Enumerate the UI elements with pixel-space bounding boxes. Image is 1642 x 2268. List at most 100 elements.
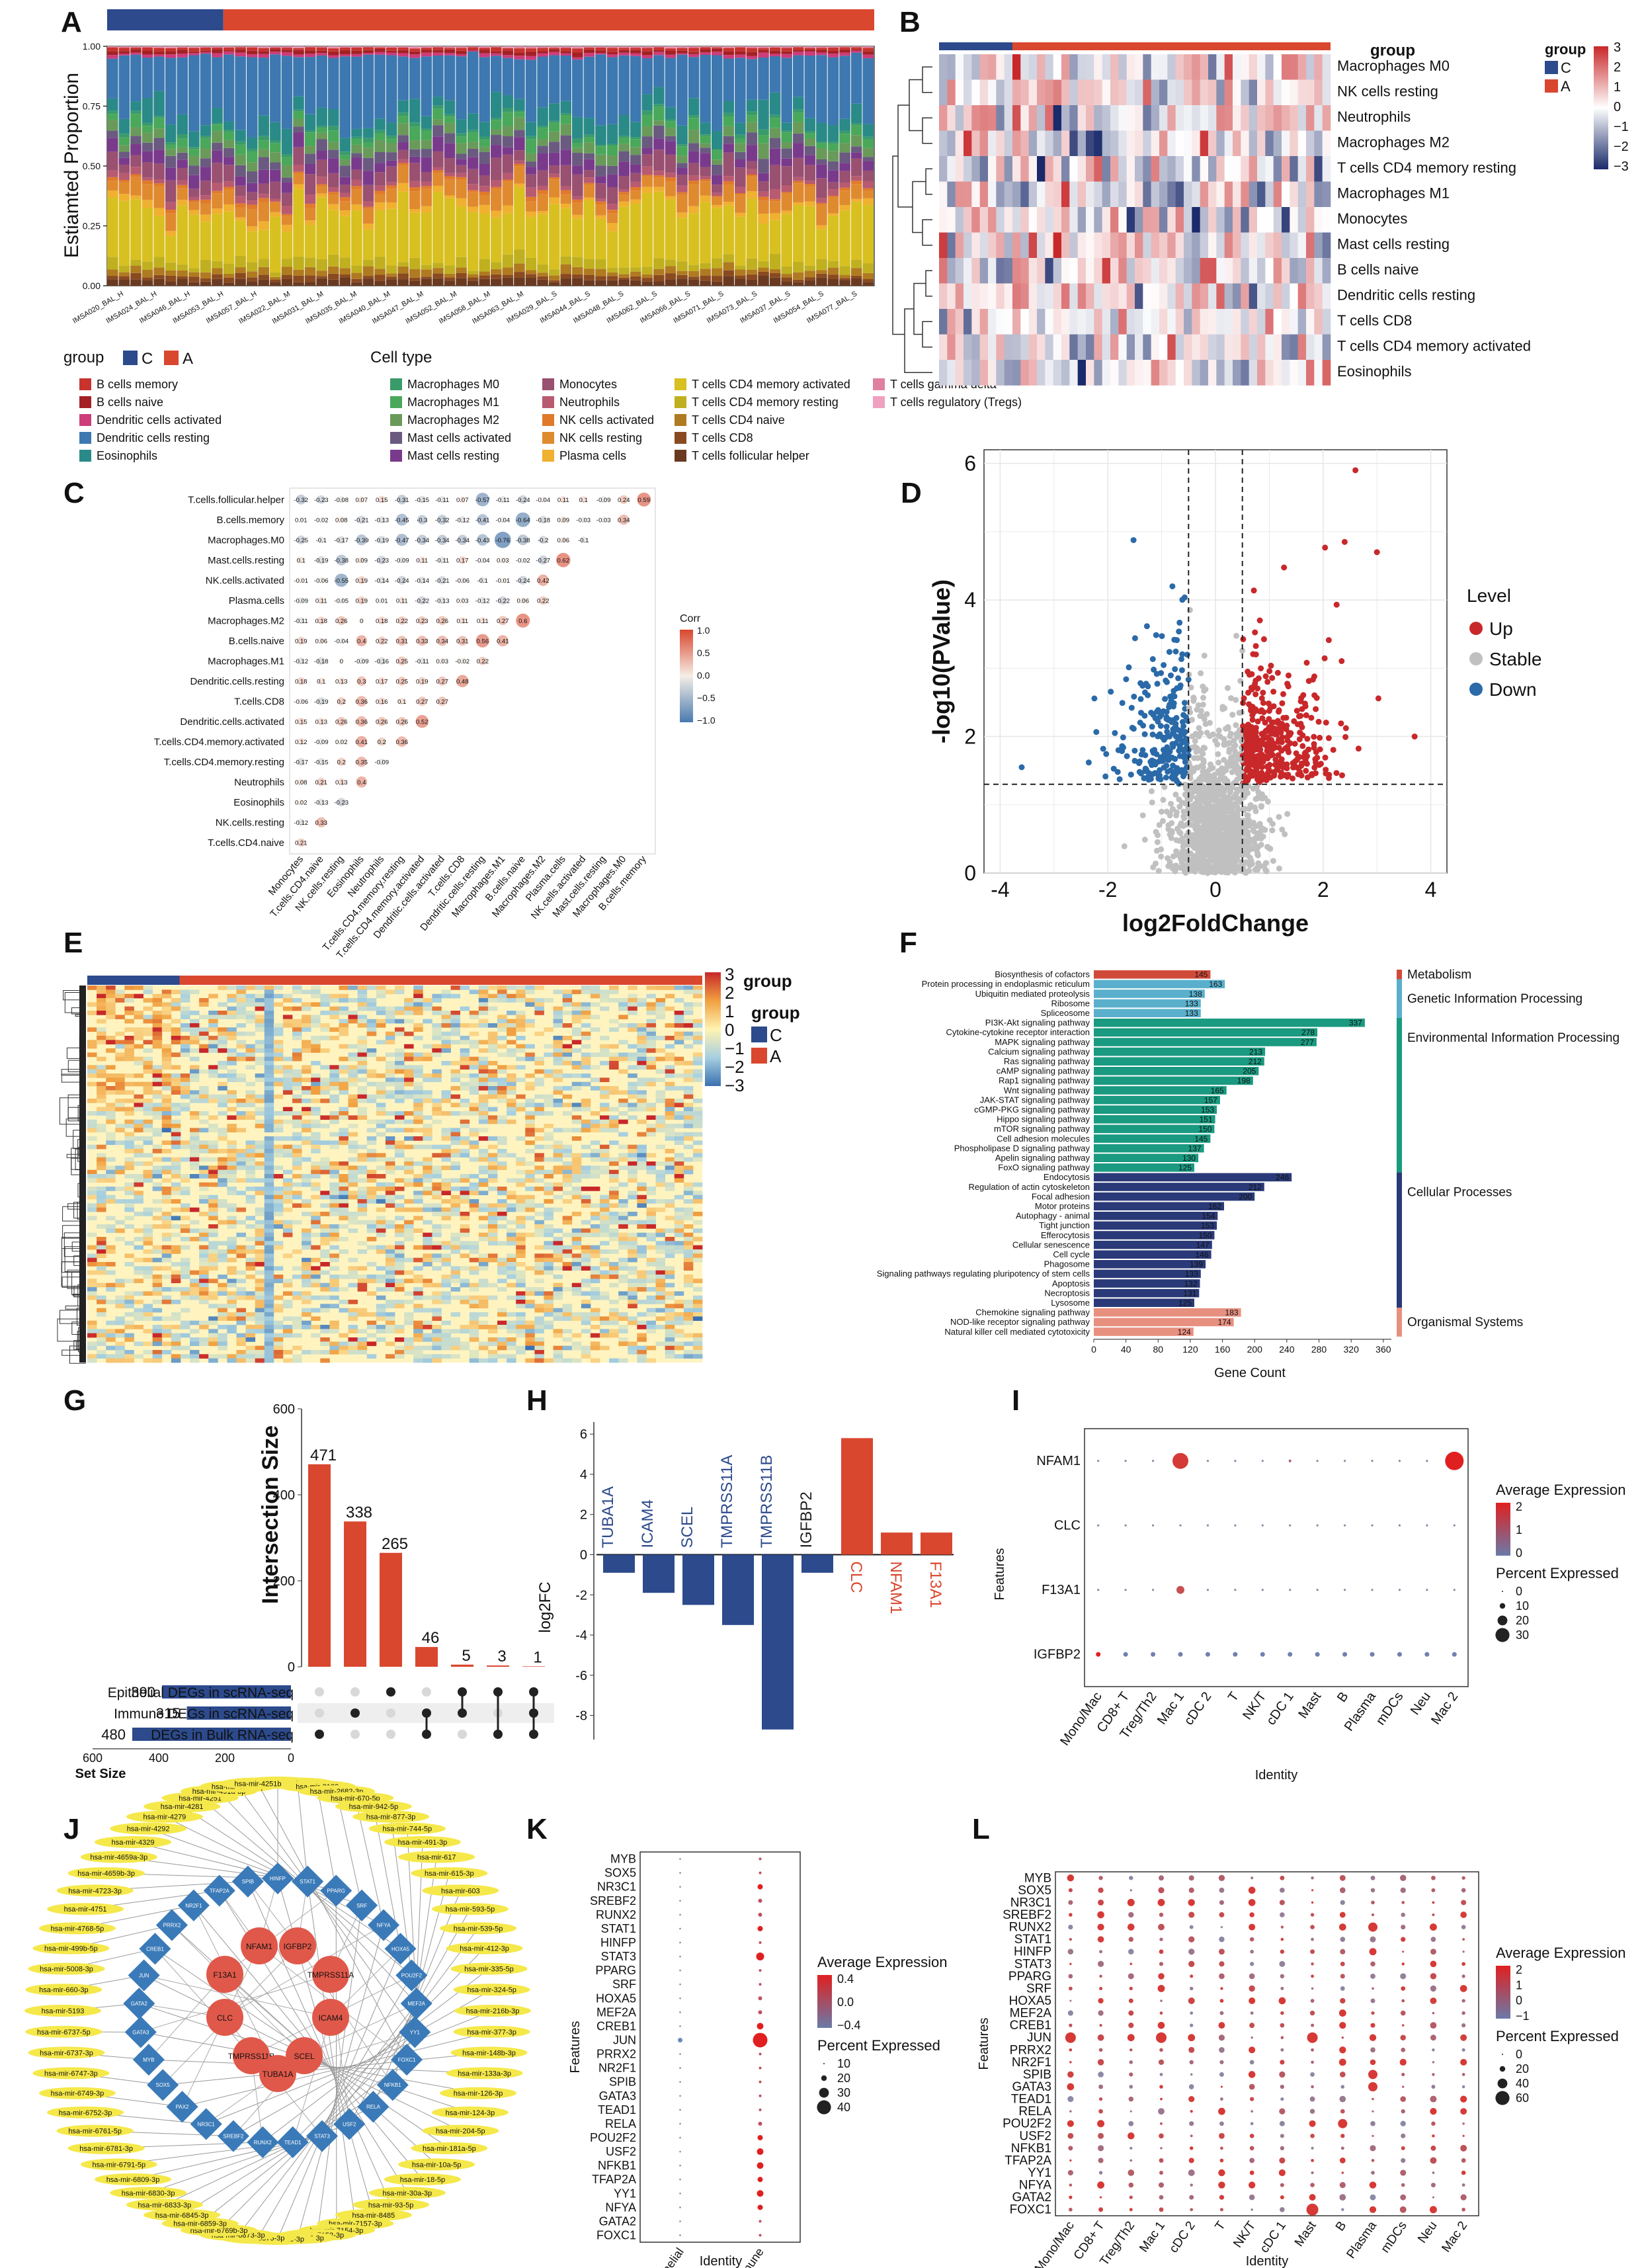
- bar-segment: [397, 53, 409, 57]
- point: [1222, 777, 1229, 783]
- bar-segment: [641, 281, 653, 286]
- bar-segment: [177, 50, 188, 54]
- heatmap-cell: [1094, 207, 1102, 233]
- bar-segment: [839, 47, 850, 50]
- bar-segment: [595, 53, 606, 55]
- heatmap-cell: [947, 130, 956, 157]
- heatmap-cell: [1233, 258, 1241, 284]
- heatmap-cell: [996, 232, 1005, 259]
- bar-segment: [560, 274, 572, 279]
- bar-segment: [304, 224, 316, 258]
- bar-segment: [548, 120, 560, 123]
- point-down: [1142, 752, 1149, 759]
- bar-segment: [130, 110, 142, 114]
- point-up: [1279, 700, 1286, 706]
- bar-segment: [223, 189, 235, 205]
- bar-segment: [723, 52, 735, 56]
- corr-value: -0.13: [374, 517, 389, 524]
- point: [1240, 864, 1247, 870]
- corr-circle: [318, 577, 325, 583]
- corr-value: -0.02: [455, 658, 470, 665]
- heatmap-cell: [1004, 258, 1013, 284]
- heatmap-cell: [292, 1006, 302, 1011]
- heatmap-cell: [357, 1019, 368, 1024]
- point-up: [1299, 724, 1305, 730]
- bar-segment: [723, 152, 735, 177]
- bar-segment: [142, 261, 153, 271]
- heatmap-cell: [1135, 360, 1143, 386]
- point-up: [1280, 691, 1286, 697]
- bar-segment: [409, 126, 421, 141]
- bar-segment: [409, 269, 421, 278]
- celltype-swatch: [542, 414, 554, 426]
- color-scale-tick: −3: [1614, 159, 1629, 174]
- heatmap-cell: [646, 1023, 656, 1028]
- bar-segment: [246, 209, 258, 227]
- bar-segment: [479, 48, 490, 50]
- bar-segment: [339, 197, 351, 202]
- corr-value: 0.18: [376, 618, 388, 625]
- corr-value: -0.19: [374, 537, 389, 544]
- bar-segment: [374, 274, 386, 281]
- corr-circle: [358, 556, 365, 564]
- bar-segment: [118, 55, 130, 119]
- bar-segment: [188, 196, 200, 200]
- heatmap-cell: [171, 989, 181, 995]
- corr-value: -0.76: [495, 537, 510, 544]
- bar-segment: [177, 180, 188, 185]
- point: [1225, 724, 1231, 730]
- bar-segment: [827, 274, 839, 279]
- heatmap-cell: [1159, 232, 1168, 259]
- heatmap-cell: [1094, 156, 1102, 182]
- heatmap-cell: [534, 1002, 544, 1007]
- bar-segment: [270, 46, 281, 48]
- heatmap-cell: [1200, 181, 1209, 208]
- bar-segment: [212, 278, 223, 286]
- corr-circle: [297, 718, 305, 726]
- bar-segment: [839, 52, 850, 56]
- bar-segment: [327, 149, 339, 159]
- point: [1131, 635, 1138, 642]
- corr-value: 0.3: [357, 678, 366, 685]
- bar-segment: [525, 274, 537, 278]
- point: [1241, 793, 1248, 800]
- bar-segment: [130, 155, 142, 167]
- heatmap-cell: [571, 989, 582, 995]
- point: [1233, 696, 1239, 703]
- heatmap-cell: [655, 986, 666, 990]
- bar-segment: [316, 193, 327, 198]
- heatmap-cell: [1069, 181, 1078, 208]
- heatmap-cell: [1297, 130, 1307, 157]
- bar-segment: [293, 47, 304, 48]
- bar-segment: [839, 204, 850, 211]
- corr-value: -0.16: [374, 658, 389, 665]
- bar-segment: [177, 276, 188, 279]
- bar-segment: [316, 259, 327, 271]
- point-up: [1249, 685, 1256, 692]
- bar-segment: [537, 46, 548, 47]
- point: [1213, 791, 1220, 798]
- heatmap-cell: [637, 1002, 647, 1007]
- bar-segment: [374, 190, 386, 194]
- bar-segment: [246, 148, 258, 152]
- heatmap-cell: [143, 986, 153, 990]
- heatmap-cell: [1028, 334, 1038, 360]
- point-up: [1254, 740, 1261, 747]
- heatmap-cell: [1077, 54, 1087, 80]
- heatmap-cell: [487, 998, 498, 1003]
- bar-segment: [339, 46, 351, 48]
- bar-segment: [316, 197, 327, 259]
- heatmap-cell: [302, 1023, 311, 1028]
- heatmap-cell: [939, 54, 948, 80]
- heatmap-cell: [1151, 156, 1160, 182]
- heatmap-cell: [199, 998, 209, 1003]
- bar-segment: [769, 148, 781, 165]
- bar-segment: [270, 143, 281, 153]
- bar-segment: [827, 261, 839, 268]
- heatmap-cell: [1167, 130, 1176, 157]
- heatmap-cell: [497, 986, 507, 990]
- celltype-legend-label: T cells regulatory (Tregs): [890, 396, 1022, 409]
- heatmap-cell: [628, 993, 637, 999]
- corr-circle: [317, 718, 325, 726]
- bar-segment: [223, 165, 235, 182]
